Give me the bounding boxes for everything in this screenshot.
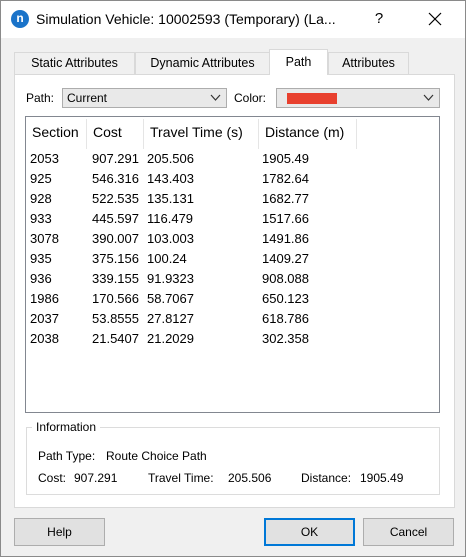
distance-value: 1905.49 [360, 471, 404, 485]
travel-time-cell: 58.7067 [147, 291, 194, 306]
travel-time-label: Travel Time: [148, 471, 214, 485]
distance-label: Distance: [301, 471, 352, 485]
travel-time-cell: 143.403 [147, 171, 194, 186]
distance-cell: 1517.66 [262, 211, 309, 226]
distance-cell: 1491.86 [262, 231, 309, 246]
path-label: Path: [26, 91, 55, 105]
table-row[interactable]: 1986 170.566 58.7067 650.123 [26, 291, 439, 311]
cost-cell: 445.597 [92, 211, 139, 226]
travel-time-value: 205.506 [228, 471, 272, 485]
column-divider[interactable] [356, 119, 357, 149]
distance-cell: 650.123 [262, 291, 309, 306]
window-title: Simulation Vehicle: 10002593 (Temporary)… [36, 11, 336, 27]
color-swatch [287, 93, 337, 104]
color-dropdown[interactable] [276, 88, 440, 108]
tab-label: Attributes [342, 56, 395, 70]
path-type-label: Path Type: [38, 449, 96, 463]
distance-cell: 1782.64 [262, 171, 309, 186]
tab-path[interactable]: Path [269, 49, 328, 75]
distance-cell: 1409.27 [262, 251, 309, 266]
tab-dynamic-attributes[interactable]: Dynamic Attributes [135, 52, 270, 74]
table-row[interactable]: 2038 21.5407 21.2029 302.358 [26, 331, 439, 351]
travel-time-cell: 91.9323 [147, 271, 194, 286]
table-row[interactable]: 935 375.156 100.24 1409.27 [26, 251, 439, 271]
path-sections-list[interactable]: Section Cost Travel Time (s) Distance (m… [25, 116, 440, 413]
help-button[interactable]: Help [14, 518, 105, 546]
tab-label: Dynamic Attributes [150, 56, 255, 70]
cost-cell: 546.316 [92, 171, 139, 186]
section-cell: 2053 [30, 151, 59, 166]
chevron-down-icon [210, 94, 221, 101]
close-button[interactable] [421, 7, 449, 31]
distance-cell: 1682.77 [262, 191, 309, 206]
travel-time-cell: 100.24 [147, 251, 187, 266]
distance-cell: 908.088 [262, 271, 309, 286]
section-cell: 936 [30, 271, 52, 286]
ok-button[interactable]: OK [264, 518, 355, 546]
path-dropdown[interactable]: Current [62, 88, 227, 108]
cancel-button[interactable]: Cancel [363, 518, 454, 546]
table-row[interactable]: 3078 390.007 103.003 1491.86 [26, 231, 439, 251]
cost-cell: 907.291 [92, 151, 139, 166]
table-row[interactable]: 933 445.597 116.479 1517.66 [26, 211, 439, 231]
cost-cell: 53.8555 [92, 311, 139, 326]
help-title-button[interactable]: ? [374, 10, 384, 27]
cost-cell: 170.566 [92, 291, 139, 306]
cost-cell: 339.155 [92, 271, 139, 286]
table-row[interactable]: 925 546.316 143.403 1782.64 [26, 171, 439, 191]
cost-label: Cost: [38, 471, 67, 485]
column-header-cost[interactable]: Cost [93, 124, 122, 140]
section-cell: 925 [30, 171, 52, 186]
tab-attributes[interactable]: Attributes [328, 52, 409, 74]
column-header-travel-time[interactable]: Travel Time (s) [150, 124, 243, 140]
travel-time-cell: 135.131 [147, 191, 194, 206]
distance-cell: 618.786 [262, 311, 309, 326]
column-divider[interactable] [258, 119, 259, 149]
column-header-distance[interactable]: Distance (m) [265, 124, 345, 140]
information-group-title: Information [32, 420, 101, 434]
close-icon [428, 12, 442, 26]
section-cell: 933 [30, 211, 52, 226]
chevron-down-icon [423, 94, 434, 101]
travel-time-cell: 103.003 [147, 231, 194, 246]
distance-cell: 1905.49 [262, 151, 309, 166]
color-label: Color: [234, 91, 267, 105]
section-cell: 935 [30, 251, 52, 266]
tab-label: Path [285, 55, 312, 69]
table-row[interactable]: 936 339.155 91.9323 908.088 [26, 271, 439, 291]
information-group [26, 427, 440, 495]
section-cell: 928 [30, 191, 52, 206]
cost-cell: 522.535 [92, 191, 139, 206]
travel-time-cell: 21.2029 [147, 331, 194, 346]
cost-cell: 21.5407 [92, 331, 139, 346]
cost-cell: 390.007 [92, 231, 139, 246]
column-header-section[interactable]: Section [32, 124, 79, 140]
section-cell: 3078 [30, 231, 59, 246]
cost-value: 907.291 [74, 471, 118, 485]
table-row[interactable]: 928 522.535 135.131 1682.77 [26, 191, 439, 211]
section-cell: 1986 [30, 291, 59, 306]
section-cell: 2038 [30, 331, 59, 346]
table-row[interactable]: 2053 907.291 205.506 1905.49 [26, 151, 439, 171]
path-dropdown-value: Current [67, 91, 108, 105]
travel-time-cell: 27.8127 [147, 311, 194, 326]
section-cell: 2037 [30, 311, 59, 326]
column-divider[interactable] [143, 119, 144, 149]
travel-time-cell: 205.506 [147, 151, 194, 166]
tab-label: Static Attributes [31, 56, 118, 70]
column-divider[interactable] [86, 119, 87, 149]
path-type-value: Route Choice Path [106, 449, 207, 463]
distance-cell: 302.358 [262, 331, 309, 346]
app-icon: n [11, 10, 29, 28]
cost-cell: 375.156 [92, 251, 139, 266]
tab-static-attributes[interactable]: Static Attributes [14, 52, 135, 74]
title-bar: n Simulation Vehicle: 10002593 (Temporar… [1, 1, 465, 38]
travel-time-cell: 116.479 [147, 211, 194, 226]
table-row[interactable]: 2037 53.8555 27.8127 618.786 [26, 311, 439, 331]
